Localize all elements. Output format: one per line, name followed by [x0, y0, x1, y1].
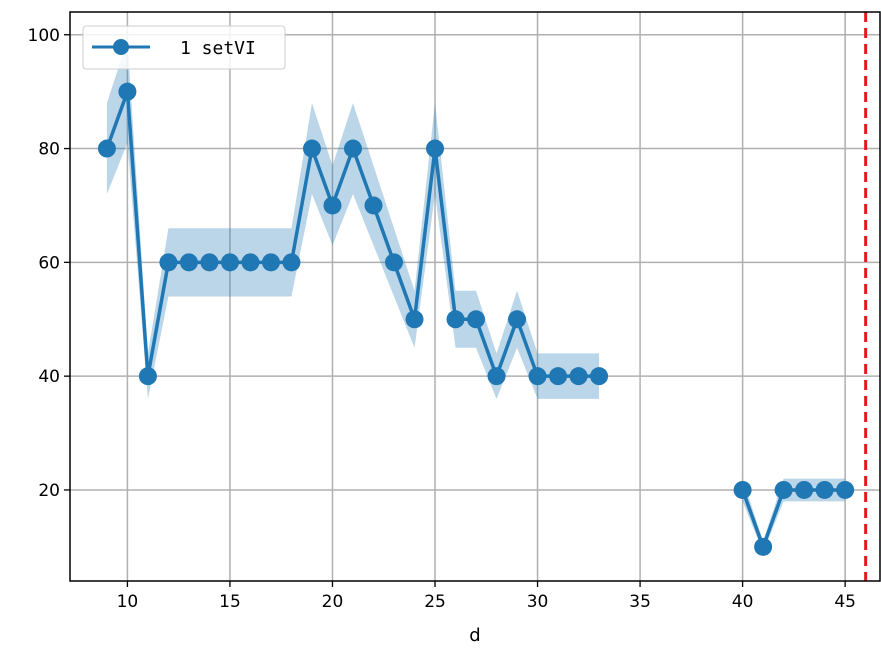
plot-frame	[69, 11, 881, 582]
x-tick-label: 20	[322, 592, 344, 612]
confidence-band-area	[106, 40, 600, 399]
data-point	[569, 367, 588, 386]
data-point	[343, 139, 362, 158]
data-point	[302, 139, 321, 158]
data-point	[282, 253, 301, 272]
data-point	[97, 139, 116, 158]
y-axis-ticks: 20 40 60 80 100	[28, 26, 70, 501]
x-tick-label: 15	[219, 592, 241, 612]
x-tick-label: 10	[117, 592, 139, 612]
y-tick-label: 100	[28, 26, 60, 46]
data-point	[774, 480, 793, 499]
x-tick-label: 40	[732, 592, 754, 612]
data-point	[261, 253, 280, 272]
data-point	[733, 480, 752, 499]
legend-box	[82, 25, 286, 70]
data-point	[508, 310, 527, 329]
y-tick-label: 40	[38, 367, 60, 387]
data-point	[220, 253, 239, 272]
data-point	[241, 253, 260, 272]
data-point	[549, 367, 568, 386]
legend: 1 setVI	[82, 25, 286, 70]
data-point	[487, 367, 506, 386]
y-tick-label: 60	[38, 253, 60, 273]
x-tick-label: 25	[424, 592, 446, 612]
data-point	[159, 253, 178, 272]
x-tick-label: 45	[834, 592, 856, 612]
legend-marker-swatch	[113, 39, 129, 55]
series-points	[97, 82, 855, 556]
data-point	[446, 310, 465, 329]
data-point	[385, 253, 403, 272]
data-point	[138, 367, 157, 386]
data-point	[815, 480, 834, 499]
data-point	[323, 196, 342, 215]
data-point	[754, 537, 773, 556]
data-point	[118, 82, 137, 101]
legend-entry-label: 1 setVI	[180, 38, 256, 59]
y-tick-label: 80	[38, 140, 60, 160]
data-point	[795, 480, 814, 499]
data-point	[179, 253, 198, 272]
x-tick-label: 35	[629, 592, 651, 612]
data-point	[426, 139, 445, 158]
data-point	[528, 367, 547, 386]
data-point	[467, 310, 486, 329]
data-point	[836, 480, 855, 499]
confidence-band	[106, 40, 846, 553]
data-point	[200, 253, 219, 272]
y-tick-label: 20	[38, 481, 60, 501]
data-point	[405, 310, 424, 329]
x-axis-ticks: 10 15 20 25 30 35 40 45	[117, 581, 856, 612]
x-axis-label: d	[469, 625, 480, 646]
data-point	[590, 367, 609, 386]
x-tick-label: 30	[527, 592, 549, 612]
data-point	[364, 196, 383, 215]
